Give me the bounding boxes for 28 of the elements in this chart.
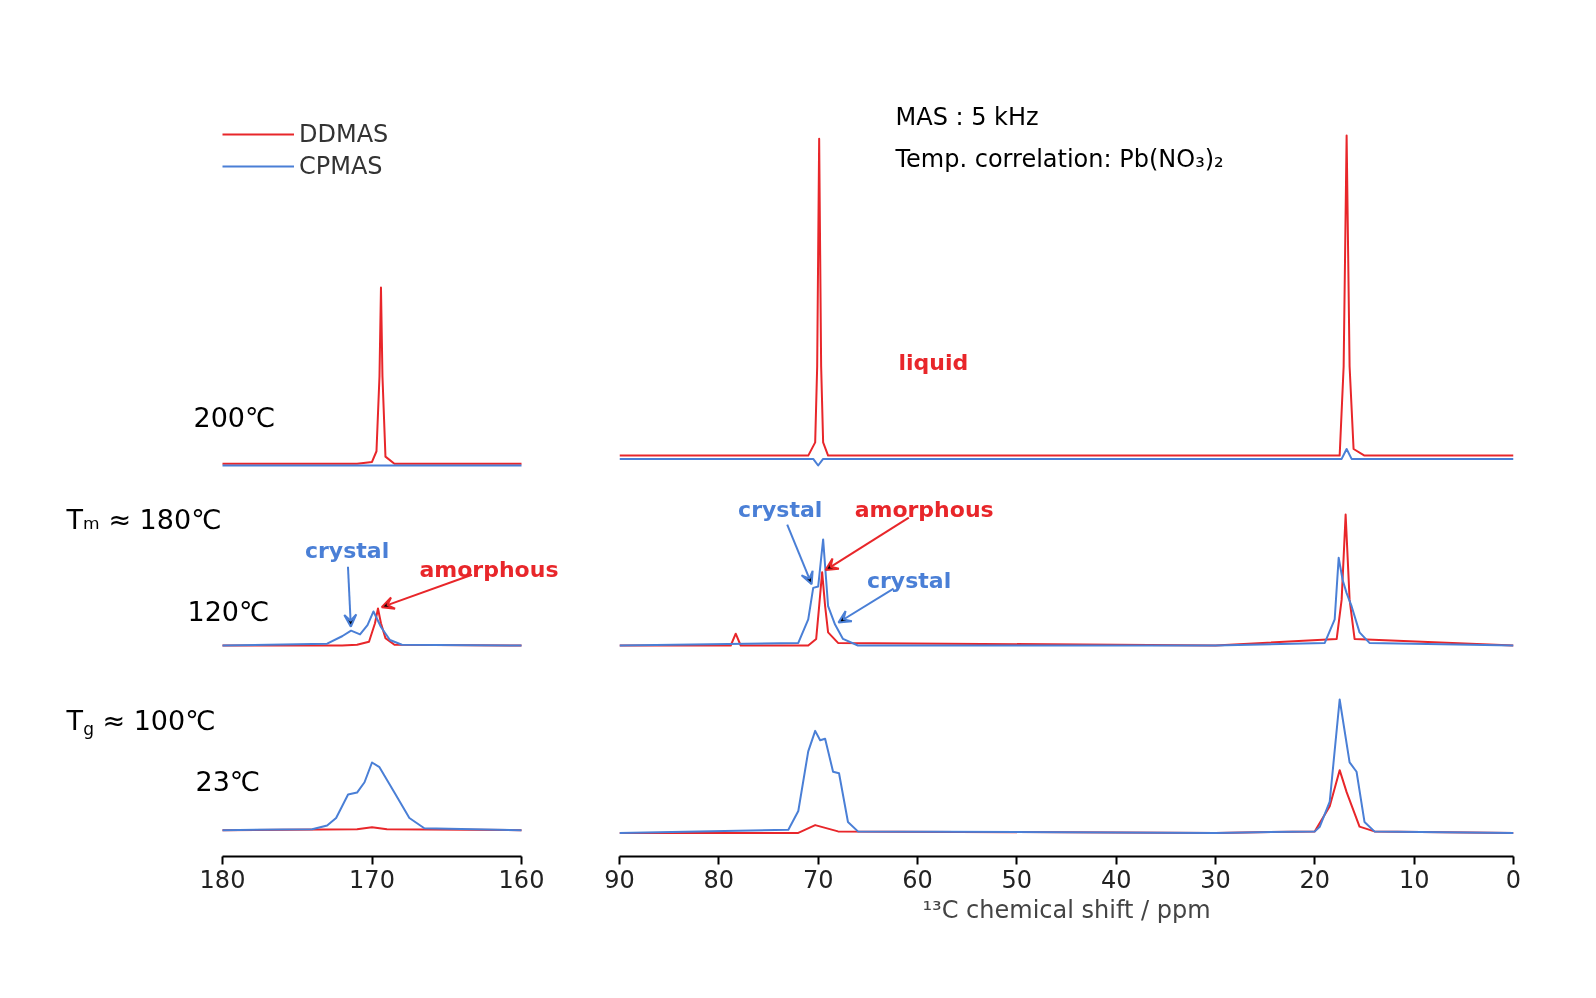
x-tick-label: 20 — [1299, 865, 1331, 894]
x-tick-label: 40 — [1100, 865, 1132, 894]
text: Tₘ ≈ 180℃ — [65, 504, 222, 535]
x-tick-label: 80 — [703, 865, 735, 894]
legend-label: DDMAS — [299, 120, 389, 148]
annotation: crystal — [304, 538, 390, 564]
x-tick-label: 10 — [1398, 865, 1430, 894]
annotation: amorphous — [854, 496, 994, 522]
annotation: 200℃ — [193, 402, 276, 433]
x-tick-label: 90 — [604, 865, 635, 894]
x-tick-label: 0 — [1505, 865, 1522, 894]
text: MAS : 5 kHz — [895, 102, 1039, 131]
x-tick-label: 50 — [1001, 865, 1033, 894]
annotation: crystal — [738, 497, 823, 523]
annotation: 120℃ — [187, 596, 270, 627]
annotation: Temp. correlation: Pb(NO₃)₂ — [894, 144, 1224, 173]
x-tick-label: 180 — [199, 865, 246, 894]
annotation: amorphous — [419, 557, 559, 582]
x-tick-label: 70 — [802, 865, 834, 894]
x-tick-label: 60 — [902, 865, 933, 894]
annotation: liquid — [898, 350, 969, 375]
annotation: crystal — [866, 568, 952, 594]
legend-label: CPMAS — [299, 152, 383, 180]
x-tick-label: 30 — [1200, 865, 1231, 894]
x-tick-label: 170 — [349, 865, 395, 894]
x-tick-label: 160 — [498, 865, 545, 894]
annotation: 23℃ — [195, 766, 261, 797]
x-axis-title: ¹³C chemical shift / ppm — [922, 895, 1211, 924]
